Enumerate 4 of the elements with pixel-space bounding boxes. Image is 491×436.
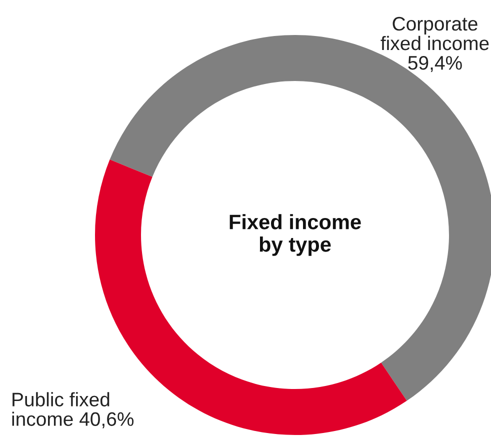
slice-label: Corporate fixed income [380,16,489,50]
text: Fixed income by type [230,214,361,256]
data-label: 59,4% [408,56,462,72]
slice-label: Public fixed income 40,6% [12,392,134,428]
